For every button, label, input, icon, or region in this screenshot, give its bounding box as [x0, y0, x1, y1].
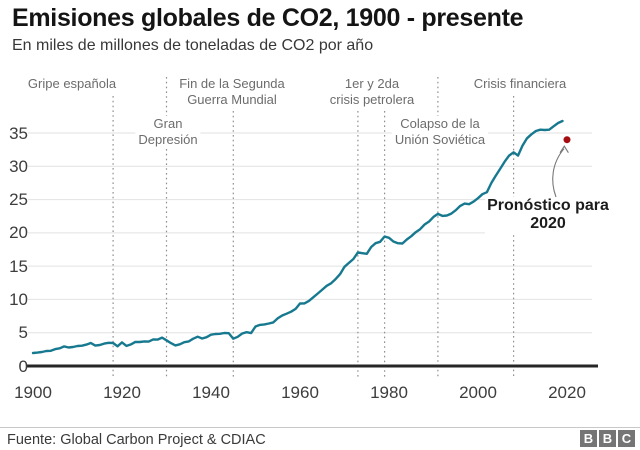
forecast-arrow [552, 148, 565, 198]
forecast-dot [563, 136, 571, 144]
emissions-line [31, 119, 564, 355]
chart-title: Emisiones globales de CO2, 1900 - presen… [12, 4, 524, 32]
footer-divider [0, 427, 640, 428]
forecast-arrowhead [559, 145, 569, 154]
source-text: Fuente: Global Carbon Project & CDIAC [7, 432, 266, 448]
chart-subtitle: En miles de millones de toneladas de CO2… [12, 37, 374, 54]
bbc-logo-letter: C [618, 430, 635, 447]
bbc-logo-letter: B [599, 430, 616, 447]
bbc-logo-letter: B [580, 430, 597, 447]
